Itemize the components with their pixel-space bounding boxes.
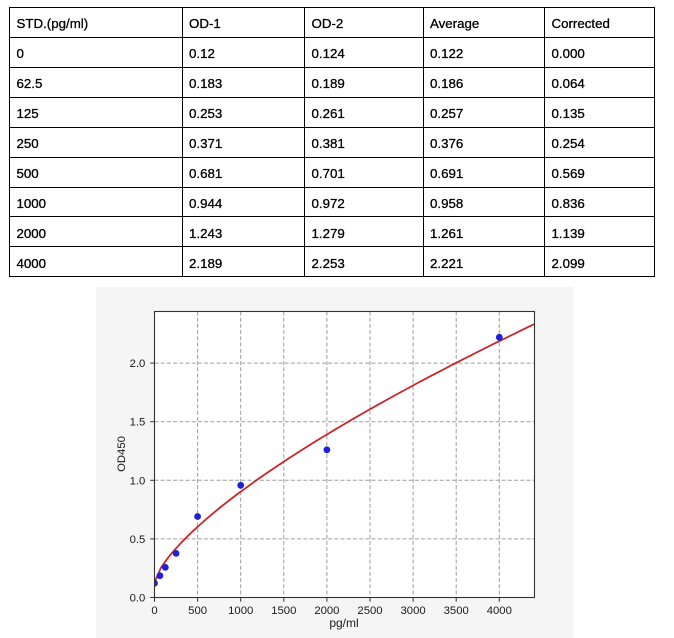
svg-text:4000: 4000 bbox=[486, 605, 511, 617]
svg-text:3500: 3500 bbox=[443, 605, 468, 617]
svg-text:0: 0 bbox=[151, 605, 157, 617]
svg-text:1.0: 1.0 bbox=[129, 475, 145, 487]
svg-text:2000: 2000 bbox=[314, 605, 339, 617]
svg-text:0.5: 0.5 bbox=[129, 534, 145, 546]
svg-text:500: 500 bbox=[188, 605, 207, 617]
svg-text:OD450: OD450 bbox=[116, 436, 128, 472]
svg-text:2.0: 2.0 bbox=[129, 358, 145, 370]
svg-text:1000: 1000 bbox=[228, 605, 253, 617]
svg-text:1500: 1500 bbox=[271, 605, 296, 617]
svg-text:pg/ml: pg/ml bbox=[329, 616, 358, 630]
svg-text:1.5: 1.5 bbox=[129, 417, 145, 429]
svg-text:0.0: 0.0 bbox=[129, 593, 145, 605]
svg-text:3000: 3000 bbox=[400, 605, 425, 617]
svg-text:2500: 2500 bbox=[357, 605, 382, 617]
